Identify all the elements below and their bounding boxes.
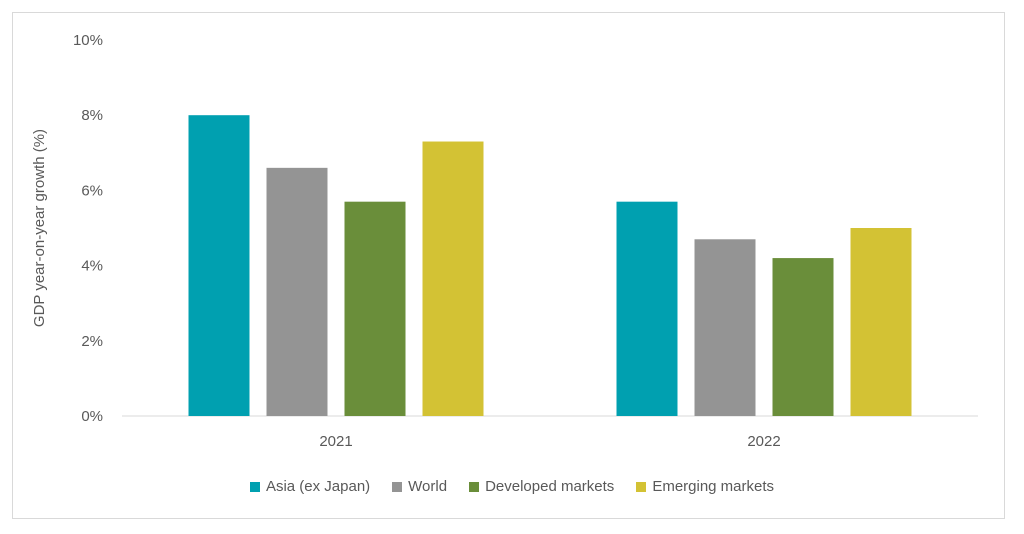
bar-world-2022	[694, 239, 756, 416]
x-category-label: 2022	[747, 433, 780, 450]
bar-developed-markets-2021	[344, 201, 406, 416]
y-tick-label: 10%	[73, 32, 103, 49]
legend-item: World	[392, 478, 447, 495]
x-category-label: 2021	[319, 433, 352, 450]
legend-item: Developed markets	[469, 478, 614, 495]
legend-item: Asia (ex Japan)	[249, 478, 371, 495]
bar-emerging-markets-2022	[850, 228, 912, 416]
chart-frame	[12, 12, 1005, 519]
legend-swatch	[636, 481, 647, 492]
legend-label: World	[408, 478, 448, 495]
bar-emerging-markets-2021	[422, 141, 484, 416]
y-tick-label: 4%	[81, 258, 103, 275]
legend-swatch	[249, 481, 260, 492]
legend-swatch	[392, 481, 403, 492]
y-tick-label: 0%	[81, 408, 103, 425]
legend-label: Developed markets	[485, 478, 615, 495]
y-tick-label: 8%	[81, 107, 103, 124]
y-axis-title: GDP year-on-year growth (%)	[31, 129, 48, 327]
bars	[188, 115, 912, 416]
legend-item: Emerging markets	[636, 478, 774, 495]
bar-world-2021	[266, 167, 328, 416]
legend-label: Emerging markets	[652, 478, 775, 495]
y-tick-label: 6%	[81, 182, 103, 199]
legend: Asia (ex Japan) World Developed markets Eme…	[0, 478, 1024, 495]
y-axis-ticks: 0% 2% 4% 6% 8% 10%	[73, 32, 103, 425]
bar-developed-markets-2022	[772, 258, 834, 416]
bar-asia-ex-japan-2022	[616, 201, 678, 416]
bar-asia-ex-japan-2021	[188, 115, 250, 416]
y-tick-label: 2%	[81, 333, 103, 350]
legend-label: Asia (ex Japan)	[265, 478, 371, 495]
legend-swatch	[469, 481, 480, 492]
x-axis-categories: 2021 2022	[319, 433, 780, 450]
